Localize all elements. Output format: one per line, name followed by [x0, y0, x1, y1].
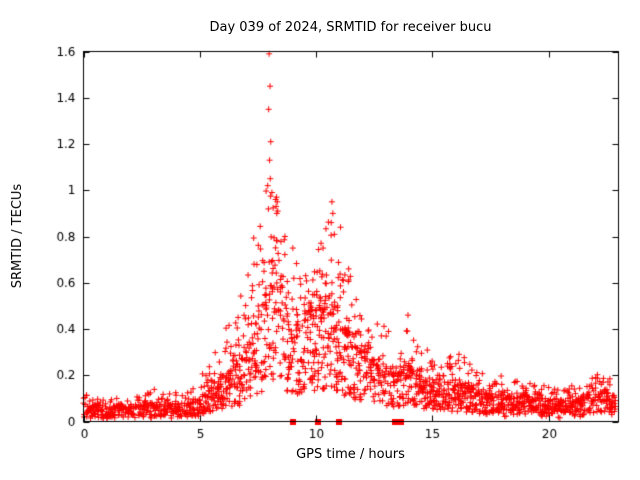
chart-title: Day 039 of 2024, SRMTID for receiver buc… [209, 20, 492, 35]
x-axis-label: GPS time / hours [296, 447, 405, 462]
y-axis-label: SRMTID / TECUs [10, 183, 25, 289]
